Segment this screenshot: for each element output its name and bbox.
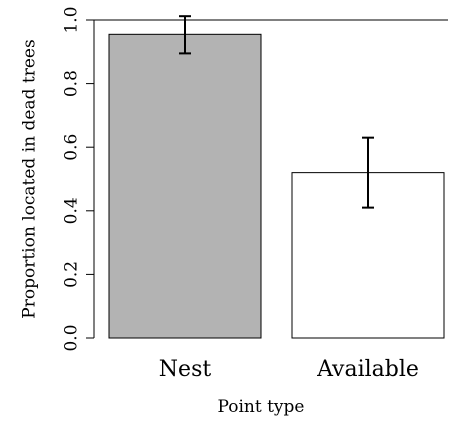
y-tick-label: 0.8	[62, 70, 82, 97]
y-tick-label: 0.4	[62, 197, 82, 224]
y-tick-label: 0.2	[62, 261, 82, 288]
y-tick-label: 0.0	[62, 324, 82, 351]
category-label-available: Available	[316, 357, 419, 382]
category-labels-group: Nest Available	[159, 357, 419, 382]
y-tick-label: 1.0	[62, 6, 82, 33]
error-bars-group	[179, 15, 374, 209]
y-axis-ticks: 0.0 0.2 0.4 0.6 0.8 1.0	[62, 6, 94, 352]
y-tick-label: 0.6	[62, 134, 82, 161]
category-label-nest: Nest	[159, 357, 212, 382]
x-axis-title: Point type	[218, 397, 305, 417]
y-axis-title: Proportion located in dead trees	[20, 39, 40, 318]
bars-group	[108, 33, 445, 339]
bar-nest	[108, 33, 262, 339]
